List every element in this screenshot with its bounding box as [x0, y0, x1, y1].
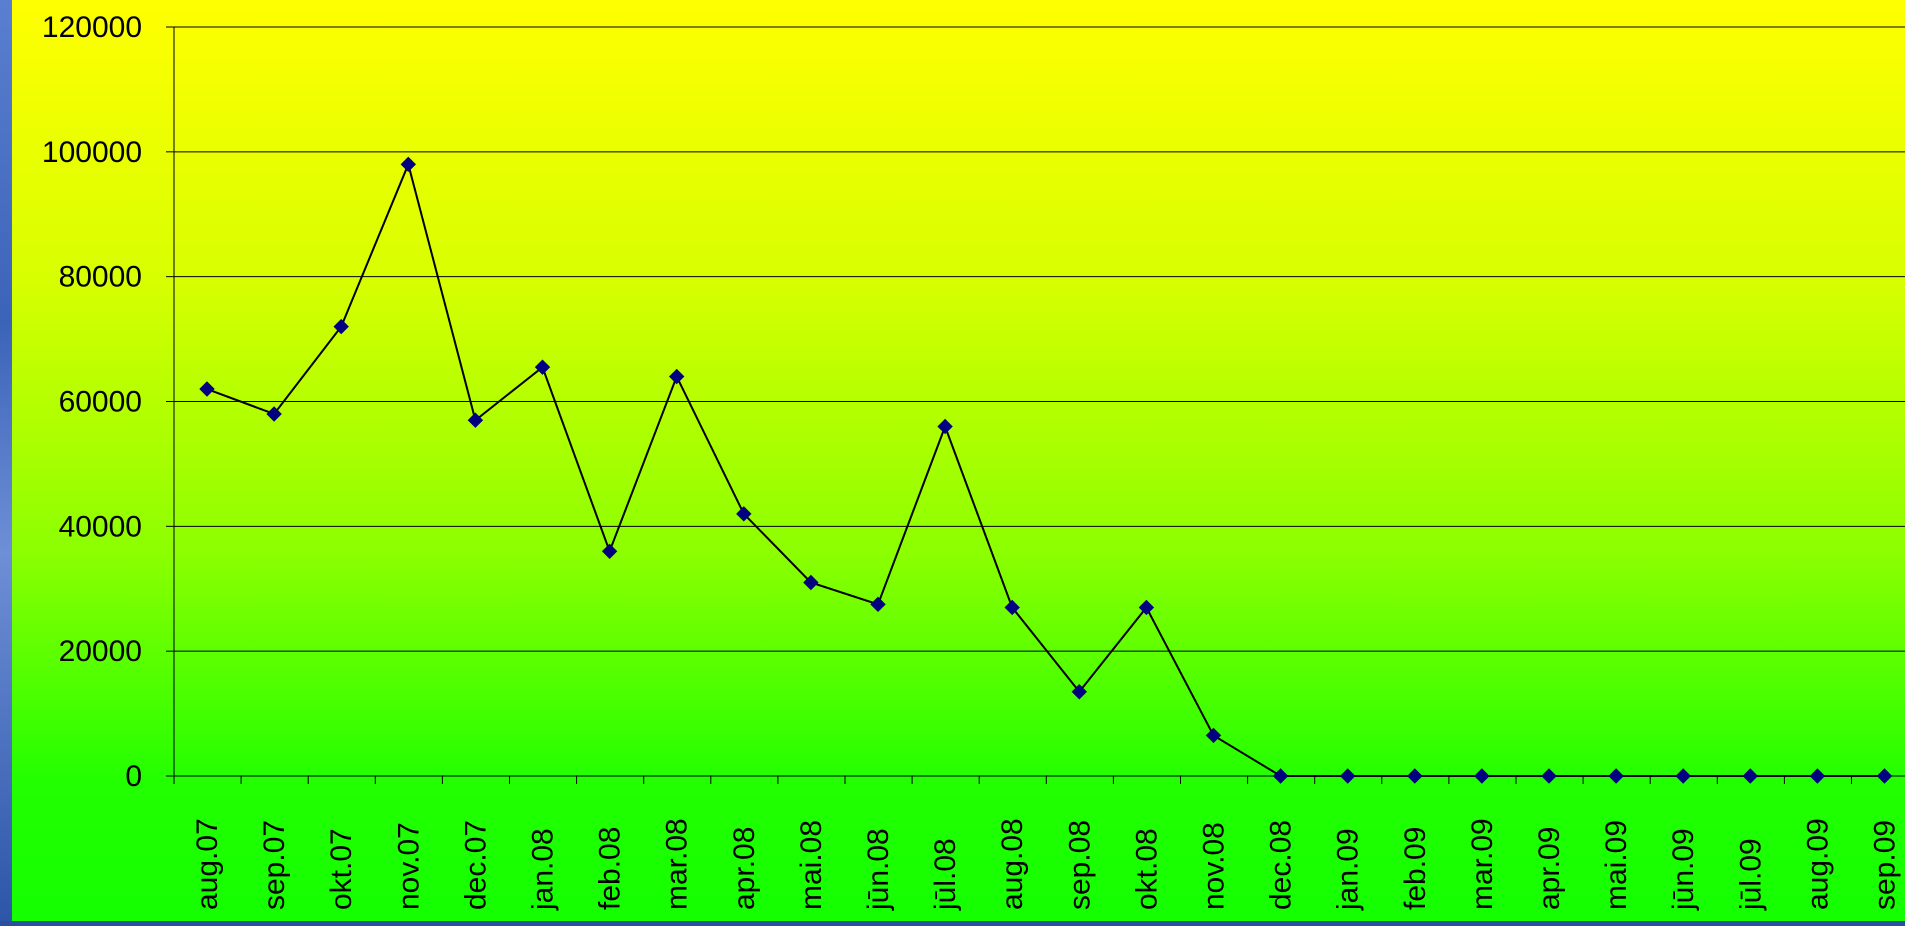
x-tick-label: apr.08	[728, 827, 761, 910]
x-tick-label: feb.09	[1399, 827, 1432, 910]
y-tick-label: 120000	[42, 11, 142, 44]
x-tick-label: aug.08	[996, 818, 1029, 910]
data-point-marker	[400, 156, 417, 173]
x-tick-label: dec.07	[459, 820, 492, 910]
data-point-marker	[1004, 599, 1020, 616]
x-tick-label: mai.09	[1600, 820, 1633, 910]
data-point-marker	[1205, 727, 1222, 744]
y-tick-labels: 0 20000 40000 60000 80000 100000 120000	[42, 11, 142, 793]
series-polyline	[206, 161, 1885, 777]
data-point-marker	[1742, 768, 1759, 784]
x-tick-label: sep.09	[1869, 820, 1902, 910]
data-point-marker	[266, 406, 282, 422]
series-line	[206, 161, 1885, 777]
data-point-marker	[199, 381, 215, 397]
x-tick-label: apr.09	[1533, 827, 1566, 910]
x-tick-label: jūl.09	[1734, 838, 1767, 911]
data-point-marker	[1541, 768, 1557, 784]
x-tick-labels: aug.07 sep.07 okt.07 nov.07 dec.07 jan.08 feb.…	[191, 818, 1902, 911]
data-point-marker	[1876, 768, 1893, 784]
data-point-marker	[467, 412, 484, 428]
x-tick-label: jan.08	[527, 828, 560, 911]
data-point-marker	[1474, 768, 1490, 784]
y-tick-label: 20000	[59, 635, 142, 668]
gridlines	[174, 26, 1905, 652]
x-tick-label: aug.07	[191, 818, 224, 910]
x-tick-label: jūl.08	[929, 838, 962, 911]
left-decorative-strip	[0, 0, 12, 921]
x-tick-label: sep.08	[1063, 820, 1096, 910]
data-point-marker	[1608, 768, 1624, 784]
data-markers	[199, 156, 1893, 784]
data-point-marker	[333, 318, 349, 335]
data-point-marker	[1407, 768, 1423, 784]
data-point-marker	[1272, 768, 1289, 784]
data-point-marker	[1138, 599, 1155, 616]
data-point-marker	[668, 368, 685, 385]
chart-plot-background: 0 20000 40000 60000 80000 100000 120000 aug.07…	[12, 0, 1905, 921]
y-tick-label: 40000	[59, 510, 142, 543]
data-point-marker	[736, 506, 752, 522]
data-point-marker	[534, 359, 551, 375]
data-point-marker	[1809, 768, 1826, 784]
x-tick-label: mai.08	[795, 820, 828, 910]
y-tick-label: 0	[125, 760, 142, 793]
x-tick-label: okt.07	[325, 828, 358, 910]
data-point-marker	[870, 596, 886, 613]
x-tick-label: sep.07	[258, 820, 291, 910]
x-tick-label: mar.08	[661, 818, 694, 910]
x-tick-label: jūn.08	[862, 828, 895, 911]
x-tick-label: feb.08	[594, 827, 627, 910]
x-tick-label: jūn.09	[1667, 828, 1700, 911]
x-tick-label: nov.08	[1198, 822, 1231, 910]
data-point-marker	[1675, 768, 1691, 784]
data-point-marker	[937, 418, 953, 435]
line-chart: 0 20000 40000 60000 80000 100000 120000 aug.07…	[42, 11, 1905, 911]
x-tick-label: mar.09	[1466, 818, 1499, 910]
axes	[166, 26, 1905, 784]
y-tick-label: 80000	[59, 261, 142, 294]
data-point-marker	[1339, 768, 1356, 784]
data-point-marker	[601, 543, 618, 560]
data-point-marker	[803, 574, 819, 591]
x-tick-label: aug.09	[1801, 818, 1834, 910]
x-tick-label: nov.07	[392, 822, 425, 910]
y-tick-label: 60000	[59, 386, 142, 419]
x-tick-label: okt.08	[1130, 828, 1163, 910]
y-tick-label: 100000	[42, 136, 142, 169]
x-tick-label: dec.08	[1265, 820, 1298, 910]
data-point-marker	[1071, 684, 1088, 700]
x-tick-label: jan.09	[1332, 828, 1365, 911]
